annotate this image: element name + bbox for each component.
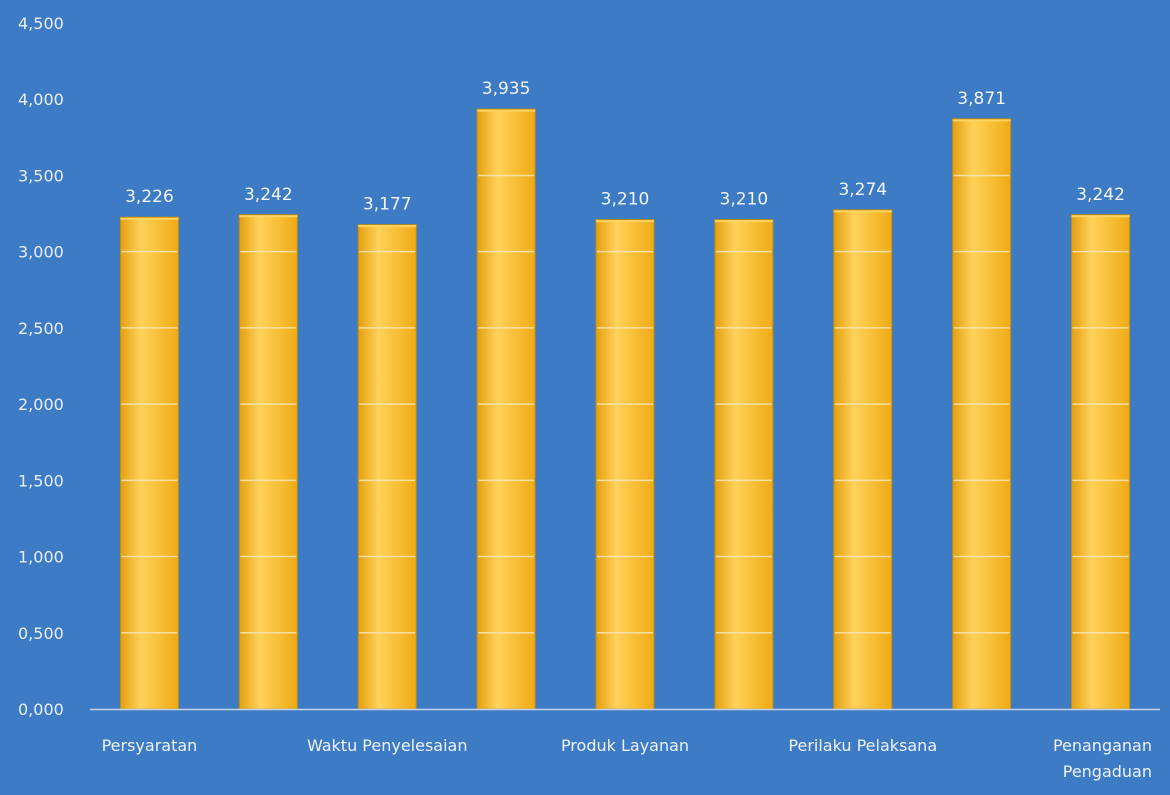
- data-label: 3,871: [957, 89, 1006, 109]
- bar-4: [476, 108, 536, 710]
- bar-5: [595, 219, 655, 710]
- bar-8: [952, 118, 1012, 710]
- y-tick-label: 1,500: [18, 471, 64, 490]
- bar-rect: [833, 209, 893, 710]
- y-tick-label: 1,000: [18, 548, 64, 567]
- y-tick-label: 0,500: [18, 624, 64, 643]
- bar-rect: [595, 219, 655, 710]
- bar-rect: [119, 216, 179, 710]
- data-label: 3,210: [601, 190, 650, 210]
- data-label: 3,242: [1076, 185, 1125, 205]
- y-tick-label: 3,000: [18, 243, 64, 262]
- bar-rect: [476, 108, 536, 710]
- y-tick-label: 4,000: [18, 90, 64, 109]
- bar-rect: [952, 118, 1012, 710]
- bars-layer: [119, 108, 1131, 710]
- data-label: 3,274: [838, 180, 887, 200]
- y-tick-label: 3,500: [18, 166, 64, 185]
- bar-7: [833, 209, 893, 710]
- bar-3: [357, 224, 417, 710]
- bar-rect: [1071, 214, 1131, 710]
- bar-rect: [357, 224, 417, 710]
- x-tick-label: Persyaratan: [102, 736, 198, 755]
- x-tick-label: Produk Layanan: [561, 736, 689, 755]
- bar-6: [714, 219, 774, 710]
- bar-rect: [238, 214, 298, 710]
- data-label: 3,226: [125, 187, 174, 207]
- y-tick-label: 2,000: [18, 395, 64, 414]
- y-tick-label: 4,500: [18, 14, 64, 33]
- x-tick-label: Penanganan Pengaduan: [1053, 736, 1152, 781]
- bar-9: [1071, 214, 1131, 710]
- bar-2: [238, 214, 298, 710]
- data-label: 3,935: [482, 79, 531, 99]
- bar-rect: [714, 219, 774, 710]
- y-tick-label: 2,500: [18, 319, 64, 338]
- x-tick-label: Waktu Penyelesaian: [307, 736, 468, 755]
- bar-1: [119, 216, 179, 710]
- x-tick-label: Perilaku Pelaksana: [788, 736, 937, 755]
- data-label: 3,242: [244, 185, 293, 205]
- y-tick-label: 0,000: [18, 700, 64, 719]
- data-label: 3,177: [363, 195, 412, 215]
- data-label: 3,210: [720, 190, 769, 210]
- labels-layer: 0,000 0,500 1,000 1,500 2,000 2,500 3,000 3,500…: [18, 14, 1152, 781]
